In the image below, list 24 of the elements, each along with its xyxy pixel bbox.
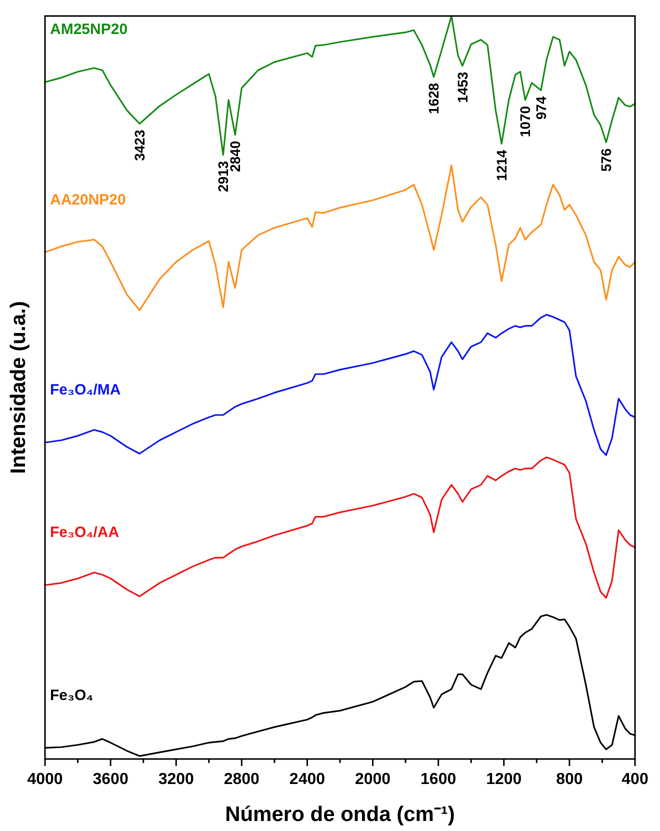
x-axis-title: Número de onda (cm⁻¹) bbox=[225, 803, 455, 826]
text: Fe₃O₄/AA bbox=[50, 524, 120, 542]
annotation: 1628 bbox=[426, 82, 442, 114]
annotation: 974 bbox=[532, 96, 549, 120]
text: AA20NP20 bbox=[50, 191, 126, 208]
y-axis-title: Intensidade (u.a.) bbox=[7, 301, 30, 474]
x-tick-label: 2400 bbox=[289, 771, 326, 788]
text: Fe₃O₄/MA bbox=[50, 381, 121, 398]
x-tick-label: 400 bbox=[622, 771, 648, 788]
x-tick-label: 2800 bbox=[224, 771, 260, 788]
annotation: 576 bbox=[598, 148, 614, 172]
text: AM25NP20 bbox=[50, 21, 128, 38]
x-tick-label: 1200 bbox=[486, 771, 522, 788]
x-tick-label: 1600 bbox=[420, 771, 456, 788]
text: Fe₃O₄ bbox=[50, 686, 94, 704]
x-tick-label: 3600 bbox=[92, 771, 128, 788]
x-tick-label: 800 bbox=[556, 771, 583, 788]
x-tick-label: 4000 bbox=[27, 771, 63, 788]
x-tick-label: 3200 bbox=[158, 771, 194, 788]
annotation: 1453 bbox=[454, 72, 470, 103]
x-tick-label: 2000 bbox=[354, 771, 391, 788]
annotation: 3423 bbox=[132, 130, 148, 161]
annotation: 1070 bbox=[517, 106, 534, 138]
annotation: 1214 bbox=[494, 150, 510, 181]
